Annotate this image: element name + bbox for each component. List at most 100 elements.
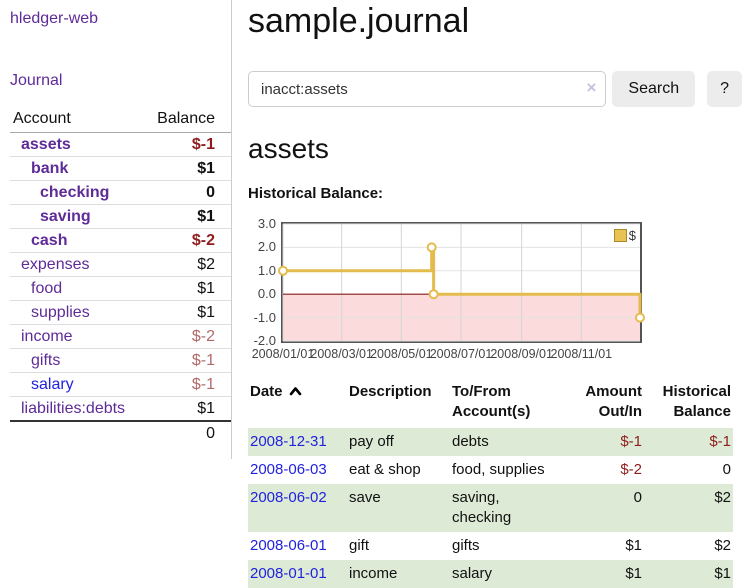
account-link[interactable]: salary — [31, 376, 74, 393]
transaction-date-link[interactable]: 2008-12-31 — [250, 433, 327, 450]
x-axis-tick-label: 2008/09/01 — [490, 347, 553, 361]
account-link[interactable]: saving — [40, 208, 91, 225]
transaction-date-link[interactable]: 2008-06-03 — [250, 461, 327, 478]
transaction-date-link-cell: 2008-06-02 — [248, 484, 347, 532]
data-point-marker — [278, 265, 288, 276]
sidebar-item-journal[interactable]: Journal — [10, 72, 63, 89]
register-row[interactable]: 2008-01-01 income salary $1 $1 — [248, 560, 733, 588]
account-link[interactable]: liabilities:debts — [21, 400, 126, 417]
account-name-cell: gifts — [10, 348, 143, 373]
account-name-cell: income — [10, 324, 143, 349]
transaction-date-link[interactable]: 2008-01-01 — [250, 565, 327, 582]
data-point-marker — [428, 289, 439, 300]
transaction-balance-cell: 0 — [722, 461, 731, 478]
y-axis-tick-label: 3.0 — [257, 216, 276, 231]
account-name-cell: salary — [10, 372, 143, 397]
chart-plot-area[interactable]: $ — [278, 222, 645, 343]
transaction-description-cell: gift — [349, 537, 370, 554]
register-column-label: To/From Account(s) — [452, 383, 531, 420]
account-link[interactable]: bank — [31, 160, 69, 177]
account-link[interactable]: food — [31, 280, 63, 297]
account-balance: $2 — [142, 252, 231, 277]
accounts-header-row: Account Balance — [10, 108, 231, 133]
transaction-amount-cell: $-1 — [620, 433, 642, 450]
x-axis-tick-label: 2008/05/01 — [370, 347, 433, 361]
transaction-balance-cell: $2 — [714, 537, 731, 554]
search-input[interactable] — [248, 71, 607, 107]
chart-legend: $ — [613, 228, 636, 243]
chart-title: Historical Balance: — [248, 185, 384, 202]
account-link[interactable]: expenses — [21, 256, 90, 273]
search-button[interactable]: Search — [612, 71, 696, 107]
register-column-header[interactable]: To/From Account(s) — [450, 380, 562, 428]
clear-search-icon[interactable]: × — [586, 78, 597, 97]
account-link[interactable]: supplies — [31, 304, 90, 321]
account-row: gifts $-1 — [10, 348, 231, 373]
account-link[interactable]: checking — [40, 184, 110, 201]
transaction-accounts-cell: debts — [452, 433, 489, 450]
register-column-label: Date — [250, 383, 283, 400]
account-row: supplies $1 — [10, 300, 231, 325]
account-row: salary $-1 — [10, 372, 231, 397]
transaction-accounts-cell: salary — [452, 565, 493, 582]
account-row: assets $-1 — [10, 132, 231, 157]
account-balance: $-1 — [142, 132, 231, 157]
transaction-accounts-cell: gifts — [452, 537, 480, 554]
account-balance: $1 — [142, 276, 231, 301]
account-name-cell: supplies — [10, 300, 143, 325]
y-axis-tick-label: -1.0 — [253, 309, 276, 325]
register-column-header[interactable]: Date — [248, 380, 347, 428]
page-title: sample.journal — [248, 2, 470, 40]
register-header-row: Date Description To/From Account(s) Amount … — [248, 380, 733, 428]
register-row[interactable]: 2008-12-31 pay off debts $-1 $-1 — [248, 428, 733, 456]
register-column-label: Description — [349, 383, 432, 400]
account-name-cell: assets — [10, 132, 143, 157]
account-balance: $-1 — [142, 348, 231, 373]
account-link[interactable]: income — [21, 328, 73, 345]
register-column-header[interactable]: Description — [347, 380, 450, 428]
data-point-marker — [635, 312, 645, 323]
register-column-label: Amount Out/In — [585, 383, 642, 420]
main-content: sample.journal × Search ? assets Histori… — [248, 0, 742, 588]
transaction-date-link[interactable]: 2008-06-02 — [250, 489, 327, 506]
transaction-date-link-cell: 2008-06-03 — [248, 456, 347, 484]
y-axis-tick-label: 0.0 — [257, 286, 276, 302]
account-name-cell: saving — [10, 204, 143, 229]
account-link[interactable]: gifts — [31, 352, 61, 369]
account-balance: 0 — [142, 180, 231, 205]
register-column-header[interactable]: Historical Balance — [644, 380, 733, 428]
account-name-cell: expenses — [10, 252, 143, 277]
account-balance: $1 — [142, 156, 231, 181]
transaction-date-link[interactable]: 2008-06-01 — [250, 537, 327, 554]
brand-link[interactable]: hledger-web — [10, 10, 99, 27]
register-column-label: Historical Balance — [662, 383, 731, 420]
transaction-description-cell: income — [349, 565, 398, 582]
x-axis-tick-label: 2008/03/01 — [310, 347, 373, 361]
account-balance: $-2 — [142, 324, 231, 349]
search-bar: × Search ? — [248, 71, 742, 107]
account-balance: $-2 — [142, 228, 231, 253]
register-row[interactable]: 2008-06-03 eat & shop food, supplies $-2 0 — [248, 456, 733, 484]
transaction-balance-cell: $2 — [714, 489, 731, 506]
data-point-marker — [426, 242, 437, 253]
account-link[interactable]: cash — [31, 232, 68, 249]
account-balance: $1 — [142, 300, 231, 325]
transaction-amount-cell: $1 — [625, 537, 642, 554]
transaction-description-cell: eat & shop — [349, 461, 421, 478]
transaction-amount-cell: 0 — [633, 489, 642, 506]
register-row[interactable]: 2008-06-01 gift gifts $1 $2 — [248, 532, 733, 560]
account-link[interactable]: assets — [21, 136, 71, 153]
accounts-header-balance: Balance — [142, 108, 231, 133]
transaction-accounts-cell: food, supplies — [452, 461, 545, 478]
register-row[interactable]: 2008-06-02 save saving, checking 0 $2 — [248, 484, 733, 532]
transaction-description-cell: save — [349, 489, 381, 506]
register-column-header[interactable]: Amount Out/In — [562, 380, 644, 428]
account-name-cell: cash — [10, 228, 143, 253]
historical-balance-chart[interactable]: $3.0 2.0 1.0 0.0 -1.0 -2.0 2008/01/01 2008/03/0… — [248, 214, 688, 361]
account-row: saving $1 — [10, 204, 231, 229]
legend-label: $ — [628, 228, 636, 243]
search-box: × — [248, 71, 607, 107]
legend-swatch-icon — [613, 229, 627, 242]
help-button[interactable]: ? — [707, 71, 742, 107]
